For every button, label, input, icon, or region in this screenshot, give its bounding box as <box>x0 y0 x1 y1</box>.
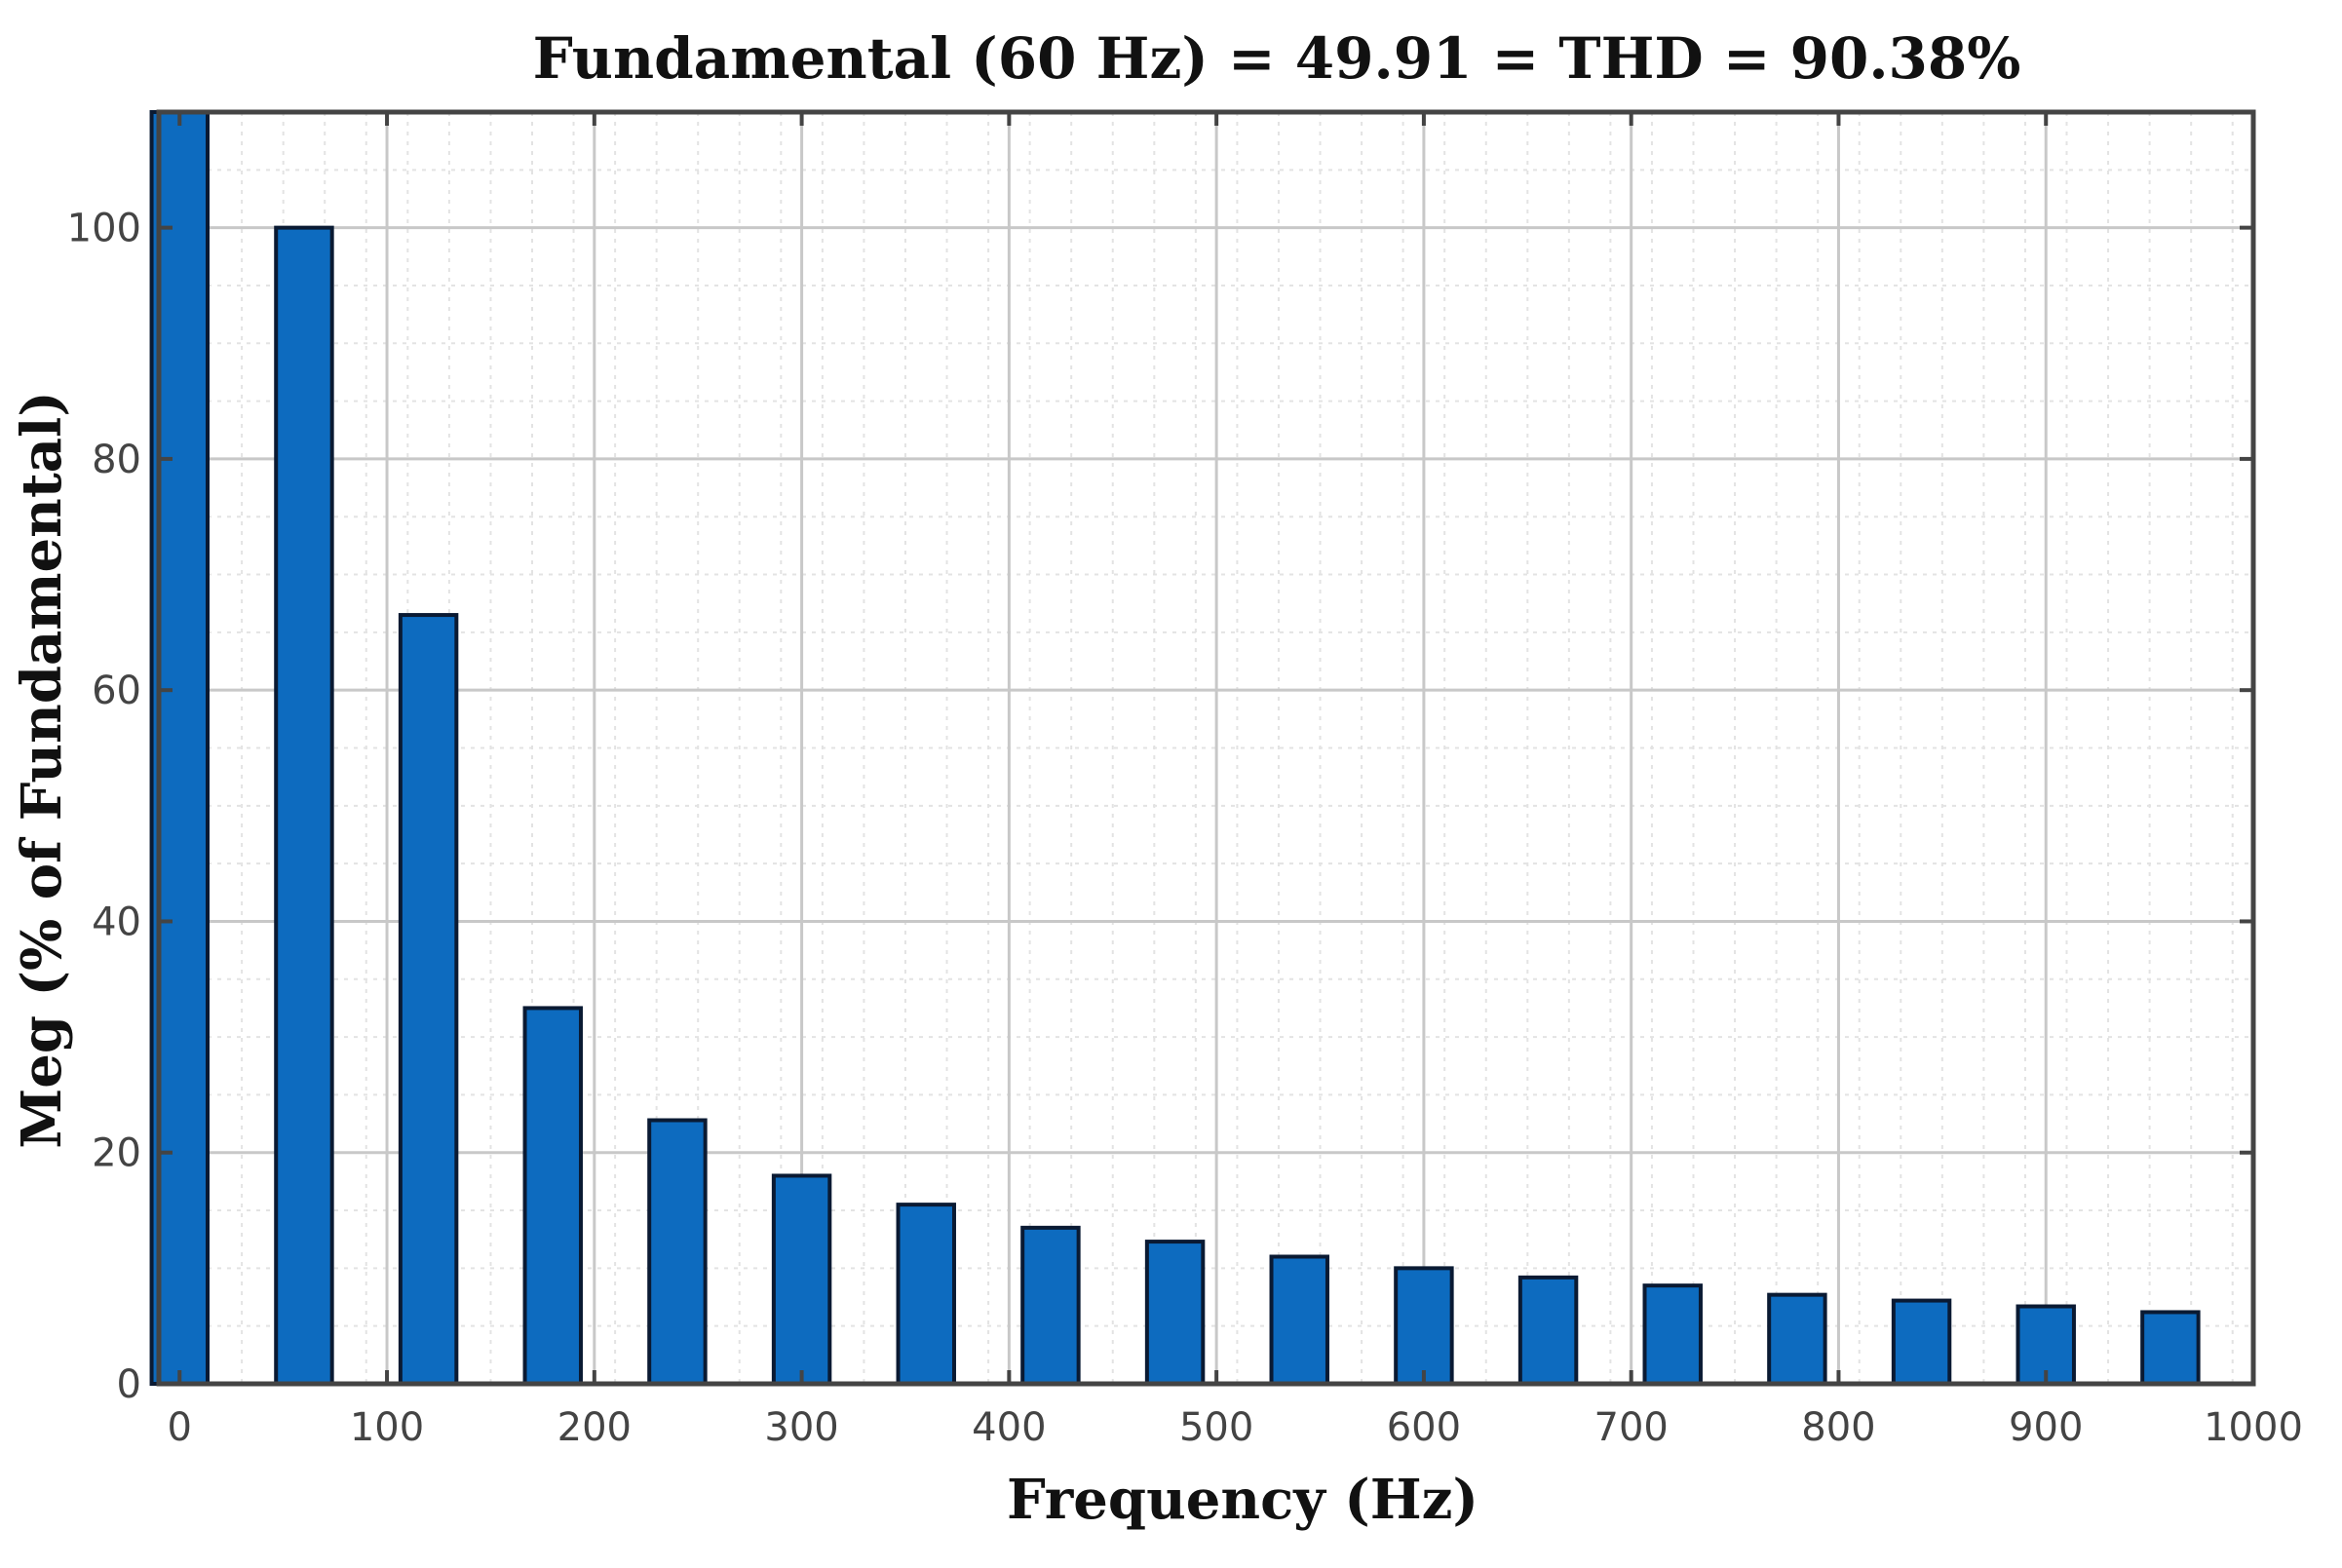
bar-720hz <box>1642 1283 1703 1386</box>
bar-780hz <box>1767 1292 1827 1387</box>
bar-480hz <box>1144 1240 1206 1386</box>
x-tick-label: 600 <box>1387 1405 1461 1450</box>
x-tick-label: 1000 <box>2204 1405 2303 1450</box>
bar-300hz <box>771 1173 832 1387</box>
x-tick-label: 400 <box>972 1405 1046 1450</box>
x-tick-label: 800 <box>1801 1405 1875 1450</box>
y-tick-label: 80 <box>92 438 141 482</box>
x-tick-label: 200 <box>557 1405 632 1450</box>
bar-540hz <box>1269 1254 1329 1386</box>
bar-360hz <box>896 1203 956 1387</box>
x-tick-label: 700 <box>1594 1405 1669 1450</box>
y-tick-label: 0 <box>117 1362 141 1407</box>
x-tick-label: 100 <box>350 1405 424 1450</box>
bar-840hz <box>1891 1298 1952 1386</box>
bar-240hz <box>647 1118 708 1386</box>
x-tick-label: 0 <box>168 1405 192 1450</box>
x-axis-ticks: 0 100 200 300 400 500 600 700 800 900 1000 <box>168 112 2303 1450</box>
y-tick-label: 100 <box>67 207 141 251</box>
bar-120hz <box>398 613 459 1386</box>
x-tick-label: 300 <box>764 1405 838 1450</box>
x-axis-label: Frequency (Hz) <box>1007 1468 1478 1532</box>
bar-600hz <box>1394 1266 1454 1387</box>
bar-60hz <box>274 225 334 1387</box>
x-tick-label: 900 <box>2009 1405 2083 1450</box>
bar-660hz <box>1517 1275 1579 1386</box>
bar-960hz <box>2140 1310 2201 1386</box>
bar-180hz <box>522 1006 583 1386</box>
y-axis-label: Meg (% of Fundamental) <box>10 391 74 1149</box>
y-axis-ticks: 0 20 40 60 80 100 <box>67 207 2253 1407</box>
y-tick-label: 40 <box>92 899 141 944</box>
x-tick-label: 500 <box>1179 1405 1253 1450</box>
chart-title: Fundamental (60 Hz) = 49.91 = THD = 90.3… <box>533 25 2021 92</box>
bar-420hz <box>1020 1225 1081 1387</box>
plot-frame <box>156 109 2256 1387</box>
y-tick-label: 60 <box>92 669 141 713</box>
y-tick-label: 20 <box>92 1131 141 1176</box>
